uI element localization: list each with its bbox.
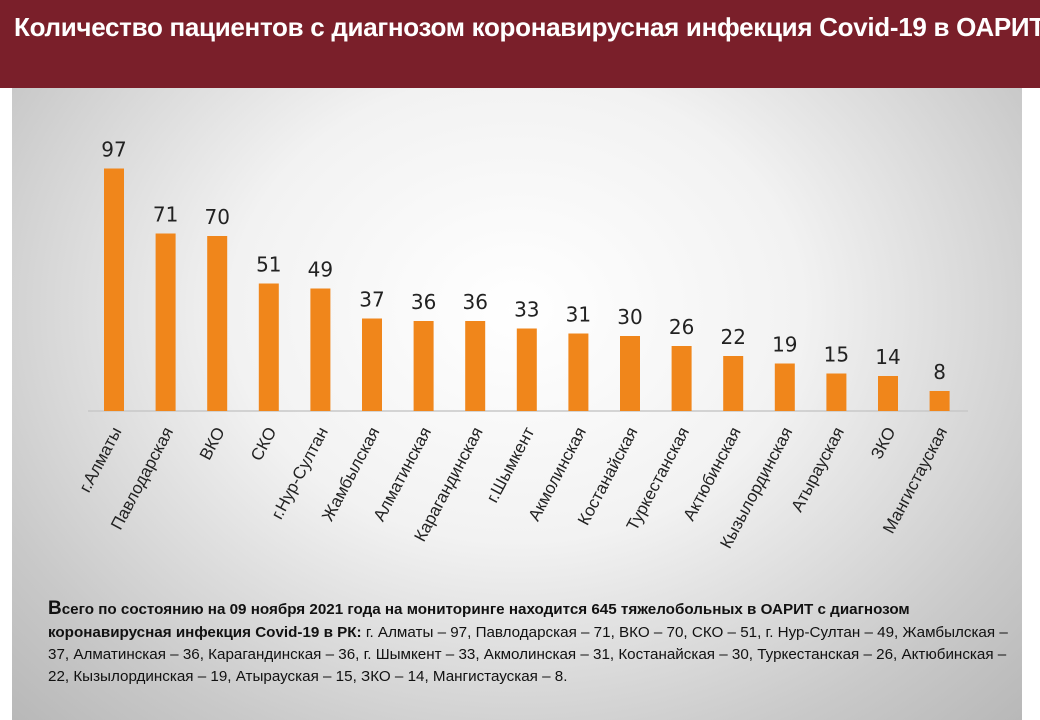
data-label-10: 31 (566, 303, 591, 327)
bar-11 (620, 336, 640, 411)
bar-4 (258, 283, 279, 411)
bar-7 (413, 321, 434, 411)
bar-16 (878, 376, 898, 411)
category-label-16: ЗКО (867, 424, 899, 462)
bar-8 (465, 321, 486, 411)
data-label-6: 37 (359, 288, 384, 312)
summary-note-bold-rest: сего по состоянию на 09 ноября 2021 года… (48, 601, 910, 641)
summary-note-initial: В (48, 598, 62, 619)
bar-13 (723, 356, 744, 411)
bar-15 (826, 373, 847, 411)
summary-note-bold: Всего по состоянию на 09 ноября 2021 год… (48, 598, 910, 642)
category-label-15: Атырауская (788, 424, 848, 515)
data-label-4: 51 (256, 253, 281, 277)
bar-2 (155, 233, 176, 411)
data-label-13: 22 (720, 325, 745, 349)
bar-6 (362, 318, 382, 411)
page-title: Количество пациентов с диагнозом коронав… (14, 12, 1040, 42)
category-label-9: г.Шымкент (483, 424, 539, 506)
data-label-17: 8 (933, 360, 946, 384)
summary-note: Всего по состоянию на 09 ноября 2021 год… (48, 598, 1008, 688)
data-label-12: 26 (669, 315, 694, 339)
bar-14 (774, 363, 795, 411)
bar-17 (929, 391, 950, 411)
bar-3 (207, 236, 228, 411)
category-label-4: СКО (247, 424, 280, 464)
data-label-8: 36 (462, 290, 487, 314)
summary-note-bold-text: Всего по состоянию на 09 ноября 2021 год… (48, 598, 910, 642)
data-label-5: 49 (308, 258, 333, 282)
right-edge (1022, 88, 1040, 720)
category-label-1: г.Алматы (75, 424, 125, 496)
bar-9 (516, 328, 537, 411)
category-label-3: ВКО (196, 424, 229, 463)
header-bar: Количество пациентов с диагнозом коронав… (0, 0, 1040, 88)
bar-12 (671, 346, 692, 411)
data-label-14: 19 (772, 333, 797, 357)
data-label-15: 15 (824, 343, 849, 367)
data-label-11: 30 (617, 305, 642, 329)
bar-5 (310, 288, 331, 411)
summary-note-rest: г. Алматы – 97, Павлодарская – 71, ВКО –… (48, 624, 1008, 685)
bar-10 (568, 333, 589, 411)
data-label-1: 97 (101, 138, 126, 162)
data-label-7: 36 (411, 290, 436, 314)
bar-1 (104, 168, 124, 411)
data-label-16: 14 (875, 345, 900, 369)
data-label-3: 70 (204, 205, 229, 229)
data-label-2: 71 (153, 203, 178, 227)
data-label-9: 33 (514, 298, 539, 322)
